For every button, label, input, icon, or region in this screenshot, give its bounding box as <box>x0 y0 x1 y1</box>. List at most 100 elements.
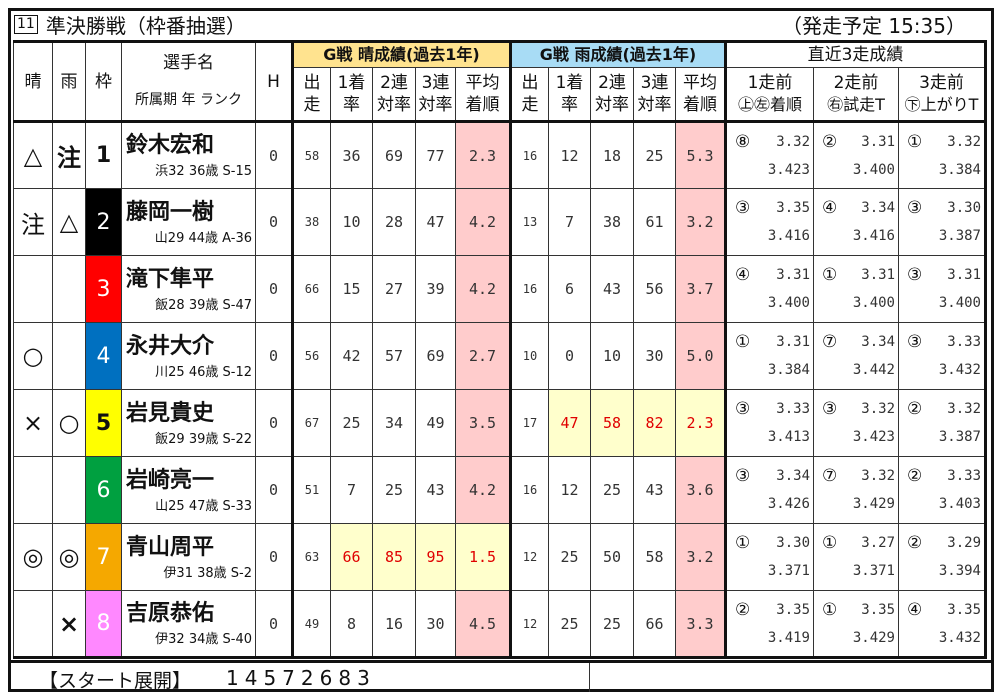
recent-result: ③ 3.35 3.416 <box>724 188 814 256</box>
start-formation-order: 14572683 <box>226 666 376 690</box>
finish-place: ③ <box>907 198 923 218</box>
stat-header-line2: 着順 <box>683 95 717 115</box>
waku-number: 3 <box>85 255 122 323</box>
recent-result: ③ 3.33 3.432 <box>898 322 987 390</box>
finish-place: ② <box>822 131 838 152</box>
trial-time: 3.33 <box>947 468 981 484</box>
recent-result: ④ 3.35 3.432 <box>898 590 987 659</box>
sun-stat: 4.5 <box>455 590 511 659</box>
rider-name-cell: 永井大介 川25 46歳 S-12 <box>121 322 256 390</box>
sun-mark: △ <box>13 121 53 189</box>
waku-number: 8 <box>85 590 122 659</box>
sun-stat: 85 <box>372 523 416 591</box>
finish-place: ⑧ <box>735 131 751 152</box>
lap-time: 3.432 <box>938 362 981 378</box>
trial-time: 3.27 <box>861 535 895 551</box>
sun-stat: 77 <box>415 121 456 189</box>
trial-time: 3.32 <box>861 401 895 417</box>
sun-stat-header: 1着率 <box>330 67 373 123</box>
rain-stat: 50 <box>590 523 634 591</box>
lap-time: 3.371 <box>852 563 895 579</box>
rider-name: 岩崎亮一 <box>126 467 215 493</box>
sun-stat: 95 <box>415 523 456 591</box>
sun-stat-header: 平均 着順 <box>455 67 511 123</box>
sun-stat: 4.2 <box>455 188 511 256</box>
sun-stat: 27 <box>372 255 416 323</box>
finish-place: ② <box>735 599 751 620</box>
sun-stat: 34 <box>372 389 416 457</box>
rain-stat: 3.7 <box>675 255 726 323</box>
rider-name-cell: 滝下隼平 飯28 39歳 S-47 <box>121 255 256 323</box>
stat-header-line2: 率 <box>561 95 578 115</box>
rain-stat-header: 平均 着順 <box>675 67 726 123</box>
trial-time: 3.35 <box>861 601 895 618</box>
rain-stat: 25 <box>548 523 591 591</box>
lap-time: 3.403 <box>938 496 981 512</box>
rider-name: 吉原恭佑 <box>126 601 215 626</box>
handicap: 0 <box>255 456 293 524</box>
rider-row: 6 岩崎亮一 山25 47歳 S-33 0 51 7 25 43 4.2 16 12 25 43 3.… <box>13 456 987 524</box>
recent-result: ③ 3.30 3.387 <box>898 188 987 256</box>
sun-stat: 28 <box>372 188 416 256</box>
rain-stat: 12 <box>509 590 549 659</box>
rider-meta: 山29 44歳 A-36 <box>154 230 252 246</box>
rider-meta: 浜32 36歳 S-15 <box>155 164 252 179</box>
handicap: 0 <box>255 322 293 390</box>
lap-time: 3.387 <box>938 228 981 244</box>
sun-mark <box>13 255 53 323</box>
rain-stat: 17 <box>509 389 549 457</box>
rain-mark <box>52 255 86 323</box>
rain-stat: 16 <box>509 456 549 524</box>
sun-stat: 66 <box>330 523 373 591</box>
trial-time: 3.34 <box>861 334 895 350</box>
rain-stat: 16 <box>509 255 549 323</box>
rain-mark: △ <box>52 188 86 256</box>
trial-time: 3.31 <box>947 267 981 283</box>
rain-stat: 61 <box>633 188 676 256</box>
rider-meta: 川25 46歳 S-12 <box>155 364 252 380</box>
lap-time: 3.426 <box>767 496 810 512</box>
finish-place: ① <box>907 131 923 152</box>
sun-stat: 4.2 <box>455 255 511 323</box>
lap-time: 3.384 <box>938 161 981 178</box>
race-name: 準決勝戦（枠番抽選） <box>45 14 246 38</box>
rider-name: 岩見貴史 <box>126 400 215 426</box>
finish-place: ③ <box>735 399 751 419</box>
sun-mark <box>13 456 53 524</box>
start-time: （発走予定 15:35） <box>782 14 966 38</box>
trial-time: 3.35 <box>776 601 810 618</box>
waku-number: 5 <box>85 389 122 457</box>
rain-stat: 58 <box>590 389 634 457</box>
col-h: H <box>255 41 293 123</box>
trial-time: 3.33 <box>947 334 981 350</box>
recent-result: ② 3.32 3.387 <box>898 389 987 457</box>
recent-result: ② 3.31 3.400 <box>813 121 899 189</box>
handicap: 0 <box>255 389 293 457</box>
rain-stat: 12 <box>509 523 549 591</box>
waku-number: 1 <box>85 121 122 189</box>
finish-place: ① <box>735 332 751 352</box>
recent-header-sub: ㊦上がりT <box>904 95 979 114</box>
lap-time: 3.400 <box>938 295 981 311</box>
sun-stat: 39 <box>415 255 456 323</box>
sun-stat: 58 <box>291 121 331 189</box>
lap-time: 3.423 <box>852 429 895 445</box>
trial-time: 3.34 <box>861 200 895 216</box>
sun-stat: 42 <box>330 322 373 390</box>
rain-stat: 66 <box>633 590 676 659</box>
trial-time: 3.32 <box>861 468 895 484</box>
recent-header-sub: ㊤㊧着順 <box>737 95 802 114</box>
rider-name-cell: 青山周平伊31 38歳 S-2 <box>121 523 256 591</box>
stat-header-line1: 3連 <box>421 73 450 93</box>
lap-time: 3.400 <box>852 295 895 311</box>
sun-stat: 8 <box>330 590 373 659</box>
lap-time: 3.429 <box>852 629 895 646</box>
rain-mark <box>52 456 86 524</box>
rider-name: 鈴木宏和 <box>126 133 215 158</box>
handicap: 0 <box>255 523 293 591</box>
rider-name: 青山周平 <box>126 534 215 560</box>
race-number: 11 <box>14 15 38 34</box>
rain-mark: ◎ <box>52 523 86 591</box>
rider-meta: 伊31 38歳 S-2 <box>163 565 252 581</box>
col-name-label: 選手名 <box>163 53 214 73</box>
